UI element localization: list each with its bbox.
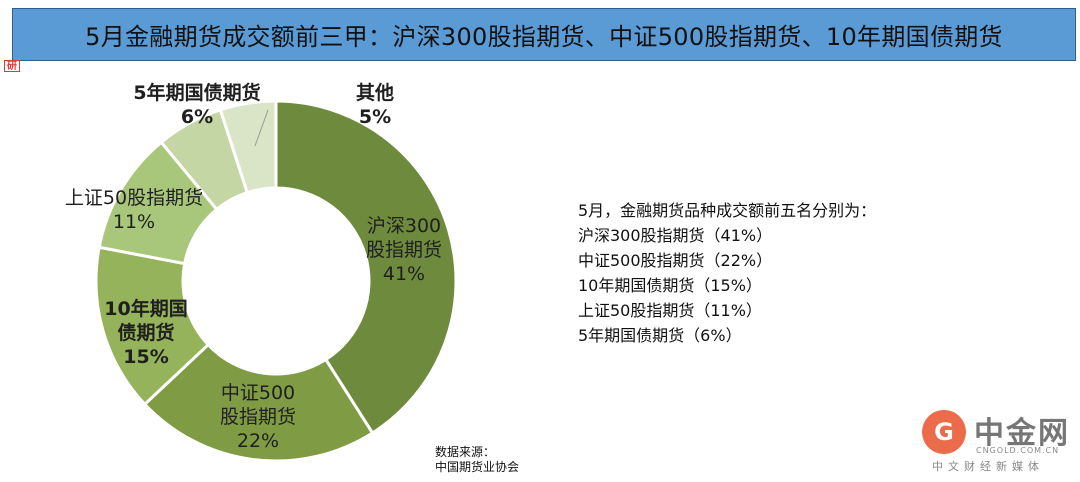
slice-value-label-2: 22% xyxy=(237,430,279,452)
donut-chart: 沪深300股指期货41%中证500股指期货22%10年期国债期货15%上证50股… xyxy=(65,81,458,463)
slice-category-label-1: 股指期货 xyxy=(366,239,442,261)
slice-category-label-5: 5年期国债期货 xyxy=(133,81,260,104)
summary-item-5: 5年期国债期货（6%） xyxy=(578,326,742,345)
brand-logo-icon: G xyxy=(922,410,966,454)
source-label: 数据来源： xyxy=(435,445,496,459)
source-org: 中国期货业协会 xyxy=(435,460,520,474)
summary-heading: 5月，金融期货品种成交额前五名分别为： xyxy=(578,201,877,220)
slice-category-label-1: 沪深300 xyxy=(367,215,441,237)
summary-text: 5月，金融期货品种成交额前五名分别为： 沪深300股指期货（41%） 中证500… xyxy=(578,198,876,348)
slice-category-label-2: 中证500 xyxy=(221,382,295,404)
slice-value-label-1: 41% xyxy=(383,263,425,285)
slice-category-label-6: 其他 xyxy=(356,81,394,104)
donut-slice-2 xyxy=(142,342,375,463)
brand-name: 中金网 xyxy=(974,416,1070,451)
brand-watermark: G 中金网 CNGOLD.COM.CN 中文财经新媒体 xyxy=(922,406,1072,478)
summary-item-2: 中证500股指期货（22%） xyxy=(578,251,773,270)
summary-item-4: 上证50股指期货（11%） xyxy=(578,301,762,320)
brand-domain: CNGOLD.COM.CN xyxy=(976,446,1060,455)
slice-value-label-4: 11% xyxy=(113,211,155,233)
summary-item-3: 10年期国债期货（15%） xyxy=(578,276,762,295)
leader-line-other xyxy=(254,109,269,147)
donut-slice-6 xyxy=(218,99,278,195)
slice-value-label-3: 15% xyxy=(123,346,168,368)
page-title: 5月金融期货成交额前三甲：沪深300股指期货、中证500股指期货、10年期国债期… xyxy=(85,23,1003,51)
slice-category-label-2: 股指期货 xyxy=(220,406,296,428)
slice-value-label-5: 6% xyxy=(181,106,213,128)
slice-category-label-3: 债期货 xyxy=(117,321,174,344)
donut-slice-1 xyxy=(274,99,458,436)
slice-value-label-6: 5% xyxy=(359,106,391,128)
summary-item-1: 沪深300股指期货（41%） xyxy=(578,226,773,245)
data-source: 数据来源： 中国期货业协会 xyxy=(435,445,519,475)
donut-slice-3 xyxy=(94,245,211,407)
brand-slogan: 中文财经新媒体 xyxy=(932,460,1044,473)
corner-logo-icon: 研 xyxy=(4,60,20,72)
slice-category-label-3: 10年期国 xyxy=(104,297,187,320)
title-bar: 5月金融期货成交额前三甲：沪深300股指期货、中证500股指期货、10年期国债期… xyxy=(12,8,1076,61)
slice-category-label-4: 上证50股指期货 xyxy=(65,187,203,209)
